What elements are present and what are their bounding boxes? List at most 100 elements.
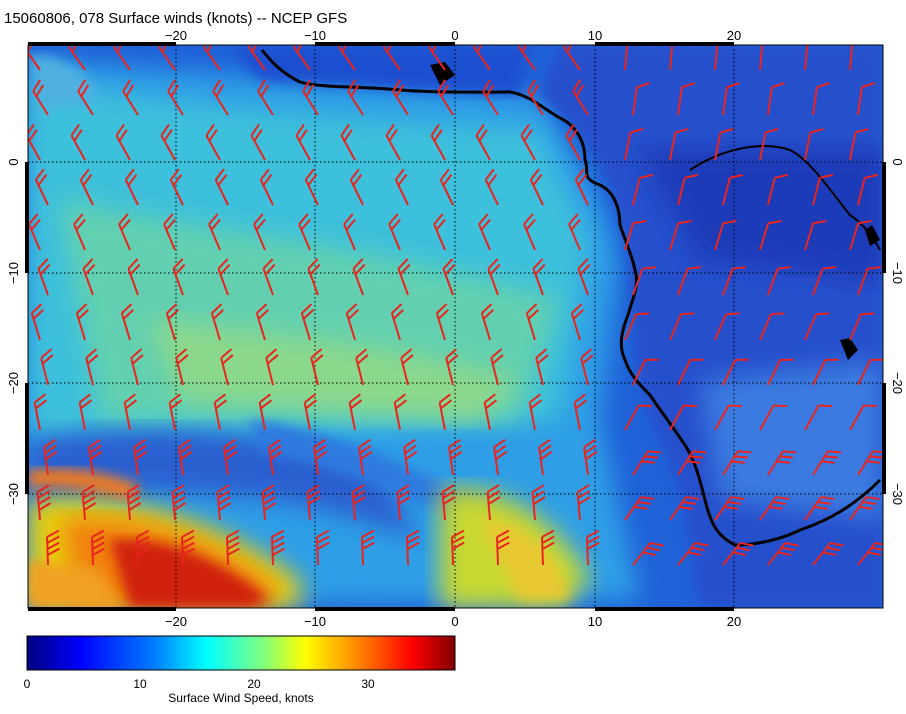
wind-barb <box>722 173 744 206</box>
wind-barb <box>722 450 752 476</box>
wind-barb <box>358 438 373 476</box>
wind-barb <box>804 45 809 71</box>
wind-barb <box>532 258 546 296</box>
wind-barb <box>804 127 824 161</box>
wind-barb <box>433 213 446 251</box>
lat-tick-label: −10 <box>890 262 905 284</box>
wind-barb <box>257 79 274 116</box>
wind-barb <box>343 213 356 251</box>
graticule <box>28 45 883 608</box>
wind-barb <box>303 393 318 431</box>
wind-barb <box>572 79 589 116</box>
wind-barb <box>133 438 148 476</box>
lon-tick-label: 0 <box>451 614 458 629</box>
map-title: 15060806, 078 Surface winds (knots) -- N… <box>4 10 348 27</box>
wind-barb <box>169 168 184 206</box>
wind-barb <box>298 213 311 251</box>
wind-barb <box>349 168 364 206</box>
wind-barb <box>812 173 834 206</box>
lon-tick-label: 20 <box>727 614 741 629</box>
wind-barb <box>120 303 134 341</box>
wind-barb <box>527 79 544 116</box>
wind-barb <box>714 220 737 251</box>
wind-barb <box>583 438 598 476</box>
wind-barb <box>250 123 266 161</box>
wind-barb <box>759 220 782 251</box>
wind-barb <box>478 213 491 251</box>
colorbar-tick-label: 10 <box>133 677 147 691</box>
wind-barb <box>70 123 86 161</box>
wind-barb <box>430 123 446 161</box>
wind-barb <box>393 393 408 431</box>
wind-barb <box>255 303 269 341</box>
map-frame <box>27 44 884 609</box>
wind-barb <box>316 529 330 566</box>
wind-barb <box>77 79 94 116</box>
lon-labels-top: −20 −10 0 10 20 <box>165 28 741 43</box>
wind-barb <box>849 312 875 341</box>
wind-barb <box>624 127 644 161</box>
wind-barb <box>216 484 232 521</box>
wind-barb <box>493 438 508 476</box>
wind-barb <box>91 529 105 566</box>
wind-barb <box>220 348 234 386</box>
wind-barb <box>361 529 375 566</box>
lat-labels-left: 0 −10 −20 −30 <box>6 158 21 505</box>
wind-barb <box>46 529 60 566</box>
wind-barb <box>669 312 695 341</box>
lon-tick-label: 10 <box>588 614 602 629</box>
wind-barb <box>302 79 319 116</box>
wind-barb <box>441 484 456 521</box>
wind-barb <box>118 213 131 251</box>
wind-barb <box>767 82 785 116</box>
wind-barb <box>397 258 411 296</box>
lat-tick-label: 0 <box>6 158 21 165</box>
lon-tick-label: −10 <box>304 28 326 43</box>
colorbar-tick-label: 20 <box>247 677 261 691</box>
lat-tick-label: −30 <box>890 483 905 505</box>
wind-barb <box>304 168 319 206</box>
wind-barb <box>586 529 600 566</box>
colorbar-ramp <box>26 635 456 671</box>
wind-barb <box>565 123 581 161</box>
wind-barb <box>714 496 745 521</box>
wind-barb <box>348 393 363 431</box>
wind-barb <box>210 303 224 341</box>
wind-barb <box>714 127 734 161</box>
wind-barb <box>448 438 463 476</box>
wind-barb <box>439 168 454 206</box>
wind-barb <box>632 450 662 476</box>
wind-barb <box>714 312 740 341</box>
wind-barb <box>168 393 183 431</box>
lon-tick-label: 10 <box>588 28 602 43</box>
wind-barb <box>172 258 186 296</box>
wind-barb <box>574 168 589 206</box>
wind-barb <box>122 79 139 116</box>
wind-barb <box>160 123 176 161</box>
wind-barb <box>482 79 499 116</box>
lat-tick-label: 0 <box>890 158 905 165</box>
wind-barb <box>624 220 647 251</box>
wind-barb <box>253 213 266 251</box>
wind-barb <box>624 45 629 71</box>
wind-barb <box>804 220 827 251</box>
wind-barb <box>352 258 366 296</box>
wind-barb <box>486 484 501 521</box>
wind-barb <box>576 484 591 521</box>
wind-barb <box>857 541 883 566</box>
wind-barb <box>857 82 875 116</box>
wind-barb <box>632 266 657 296</box>
wind-barb <box>669 220 692 251</box>
wind-barb <box>445 348 459 386</box>
wind-barb <box>538 438 553 476</box>
wind-barb <box>677 541 709 566</box>
wind-barb <box>300 303 314 341</box>
wind-barb <box>759 496 790 521</box>
lon-tick-label: 20 <box>727 28 741 43</box>
wind-barb <box>126 484 142 521</box>
wind-barb <box>632 82 650 116</box>
wind-barb <box>812 82 830 116</box>
wind-barb <box>345 303 359 341</box>
wind-barb <box>124 168 139 206</box>
wind-barb <box>484 168 499 206</box>
